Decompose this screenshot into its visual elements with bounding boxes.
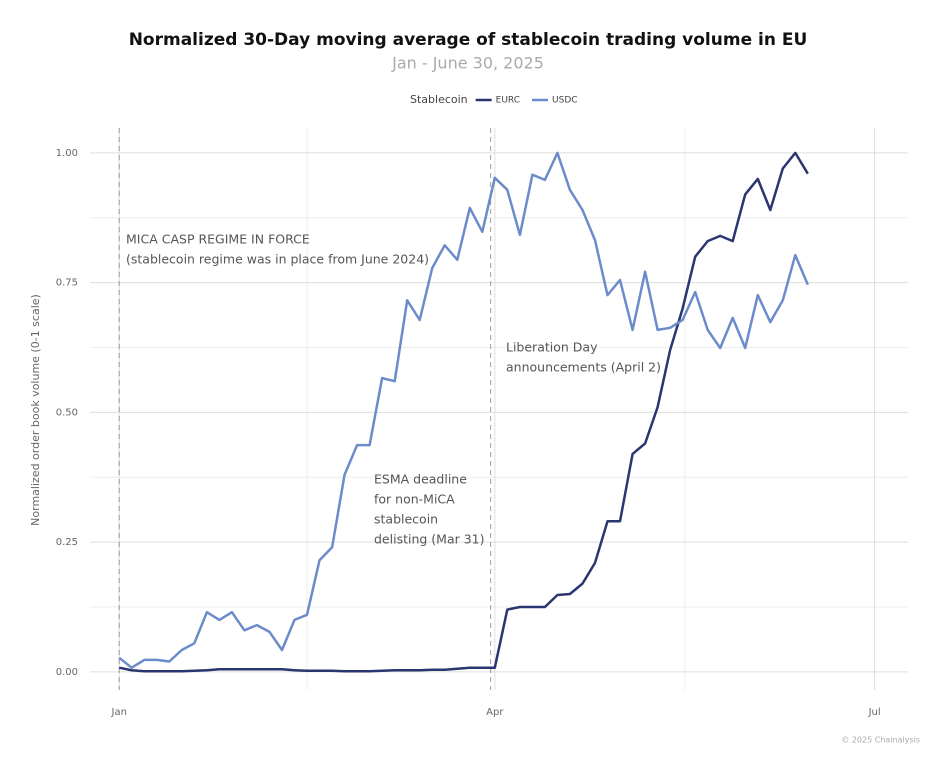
y-tick-label: 0.00	[56, 667, 78, 678]
annotation: delisting (Mar 31)	[374, 532, 485, 547]
source: © 2025 Chainalysis	[841, 736, 920, 745]
annotation: stablecoin	[374, 512, 438, 527]
y-tick-label: 0.25	[56, 537, 78, 548]
series-line	[118, 151, 809, 673]
y-tick-label: 0.75	[56, 278, 78, 289]
annotation: ESMA deadline	[374, 472, 467, 487]
chart-title: Normalized 30-Day moving average of stab…	[129, 30, 808, 50]
x-tick-label: Jul	[868, 707, 881, 718]
legend-label: EURC	[496, 96, 520, 106]
y-axis-label: Normalized order book volume (0-1 scale)	[29, 294, 42, 526]
legend-label: USDC	[552, 96, 578, 106]
annotation: (stablecoin regime was in place from Jun…	[126, 252, 429, 267]
x-tick-label: Apr	[486, 707, 504, 718]
legend-title: Stablecoin	[410, 93, 468, 106]
y-tick-label: 1.00	[56, 148, 78, 159]
annotation: for non-MiCA	[374, 492, 455, 507]
annotation: Liberation Day	[506, 340, 598, 355]
annotation: MICA CASP REGIME IN FORCE	[126, 232, 310, 247]
x-tick-label: Jan	[111, 707, 127, 718]
chart-subtitle: Jan - June 30, 2025	[391, 54, 544, 73]
annotation: announcements (April 2)	[506, 360, 661, 375]
y-tick-label: 0.50	[56, 407, 78, 418]
series-line	[118, 151, 809, 669]
